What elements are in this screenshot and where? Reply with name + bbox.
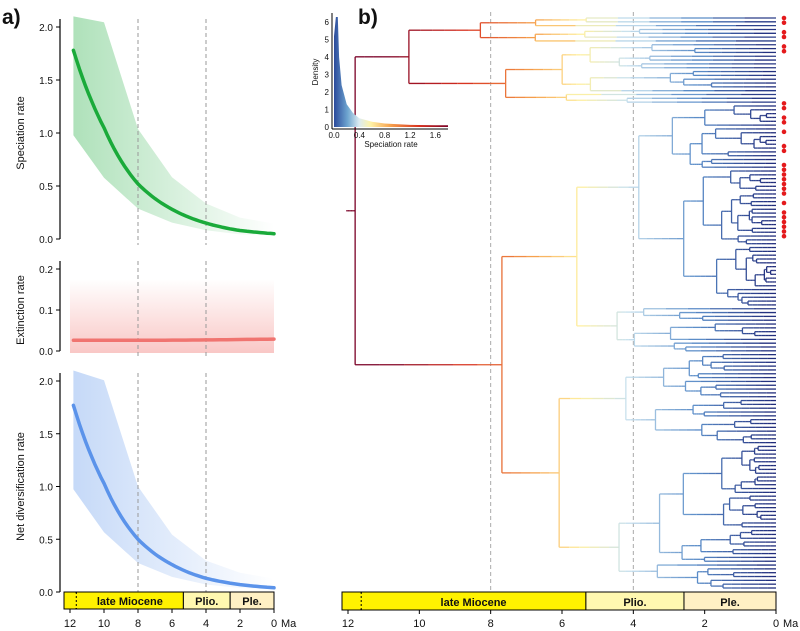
y-axis-label: Net diversification rate (15, 432, 27, 541)
tip-marker (781, 44, 787, 49)
y-tick-label: 0 (325, 123, 330, 132)
x-tick-label: 8 (135, 618, 141, 630)
rate-curve (71, 337, 276, 343)
uncertainty-band (73, 16, 275, 237)
y-tick-label: 0.5 (39, 182, 53, 193)
speciation-density-inset: 0 1 2 3 4 5 6 0.0 0.4 0.8 1.2 1.6 Speciation rate Den… (311, 13, 448, 149)
panel-label-b: b) (358, 6, 378, 29)
tip-marker (781, 191, 787, 196)
tip-marker (781, 200, 787, 206)
y-tick-label: 1 (325, 106, 330, 115)
tip-marker (781, 34, 787, 40)
phylogeny-panel: late Miocene Plio. Ple. 12 10 8 6 4 2 0 Ma (341, 12, 799, 630)
x-tick-label: 0 (271, 618, 277, 630)
tip-marker (781, 101, 787, 106)
x-tick-label: 4 (630, 618, 636, 630)
y-tick-label: 2.0 (39, 23, 53, 34)
x-tick-label: 2 (237, 618, 243, 630)
y-tick-label: 6 (325, 18, 330, 27)
tip-marker (781, 15, 787, 21)
x-axis-unit: Ma (783, 618, 799, 630)
y-tick-label: 0.5 (39, 535, 53, 546)
y-tick-label: 0.0 (39, 235, 53, 246)
x-tick-label: 2 (702, 618, 708, 630)
tip-marker (781, 129, 787, 135)
tip-marker (781, 172, 787, 177)
tip-marker (781, 148, 787, 154)
tip-marker (781, 115, 787, 120)
x-tick-label: 0.8 (379, 131, 391, 140)
epoch-label: Plio. (623, 597, 646, 609)
y-tick-label: 0.2 (39, 265, 53, 276)
y-tick-label: 0.0 (39, 347, 53, 358)
tip-marker (781, 224, 787, 230)
epoch-box-middle-miocene (341, 591, 362, 611)
epoch-box-middle-miocene (63, 591, 77, 610)
x-tick-label: 0 (773, 618, 779, 630)
tip-marker (781, 162, 787, 168)
x-axis-unit: Ma (281, 618, 297, 630)
epoch-label: Ple. (720, 597, 740, 609)
rate-panel: 0.0 0.5 1.0 1.5 2.0 Speciation rate (15, 16, 276, 246)
tip-marker (781, 181, 787, 187)
y-axis-label: Density (311, 59, 320, 86)
tip-marker (781, 120, 787, 125)
epoch-label: Plio. (195, 596, 218, 608)
y-axis-label: Speciation rate (15, 96, 27, 169)
y-tick-label: 1.0 (39, 129, 53, 140)
epoch-box (229, 591, 275, 610)
panel-label-a: a) (2, 6, 21, 29)
y-tick-label: 1.5 (39, 430, 53, 441)
tip-marker (781, 167, 787, 173)
x-tick-label: 0.0 (328, 131, 340, 140)
y-tick-label: 2 (325, 88, 330, 97)
x-tick-label: 8 (488, 618, 494, 630)
tip-marker (781, 176, 787, 182)
rate-panel: 0.0 0.1 0.2 Extinction rate (15, 261, 276, 358)
tip-marker (781, 233, 787, 239)
tip-marker (781, 48, 787, 54)
y-tick-label: 4 (325, 53, 330, 62)
tip-marker (781, 210, 787, 215)
y-tick-label: 1.0 (39, 483, 53, 494)
tip-marker (781, 20, 787, 26)
x-tick-label: 12 (64, 618, 76, 630)
epoch-label: Ple. (242, 596, 262, 608)
x-tick-label: 4 (203, 618, 209, 630)
y-tick-label: 0.1 (39, 306, 53, 317)
phylogeny-tree (346, 17, 776, 589)
x-tick-label: 0.4 (354, 131, 366, 140)
uncertainty-band (73, 370, 275, 590)
x-tick-label: 12 (342, 618, 354, 630)
x-tick-label: 1.6 (430, 131, 442, 140)
y-axis-label: Extinction rate (15, 275, 27, 345)
tip-marker (781, 214, 787, 220)
y-tick-label: 2.0 (39, 377, 53, 388)
y-tick-label: 0.0 (39, 588, 53, 599)
x-tick-label: 10 (413, 618, 425, 630)
epoch-box (683, 591, 777, 611)
x-tick-label: 6 (169, 618, 175, 630)
rate-through-time-panels: 0.0 0.5 1.0 1.5 2.0 Speciation rate 0.0 0.1 0.2 E… (15, 16, 297, 630)
y-tick-label: 1.5 (39, 76, 53, 87)
y-tick-label: 3 (325, 71, 330, 80)
x-tick-label: 10 (98, 618, 110, 630)
tip-marker (781, 229, 787, 234)
epoch-label: late Miocene (97, 596, 163, 608)
x-tick-label: 6 (559, 618, 565, 630)
x-tick-label: 1.2 (404, 131, 416, 140)
rate-panel: 0.0 0.5 1.0 1.5 2.0 Net diversification rate (15, 370, 276, 599)
tip-marker (781, 143, 787, 149)
density-area (334, 17, 448, 127)
y-tick-label: 5 (325, 36, 330, 45)
tip-marker (781, 105, 787, 111)
tip-marker (781, 219, 787, 225)
tip-marker (781, 29, 787, 35)
tip-marker (781, 186, 787, 192)
epoch-label: late Miocene (441, 597, 507, 609)
x-axis-label: Speciation rate (364, 140, 418, 149)
